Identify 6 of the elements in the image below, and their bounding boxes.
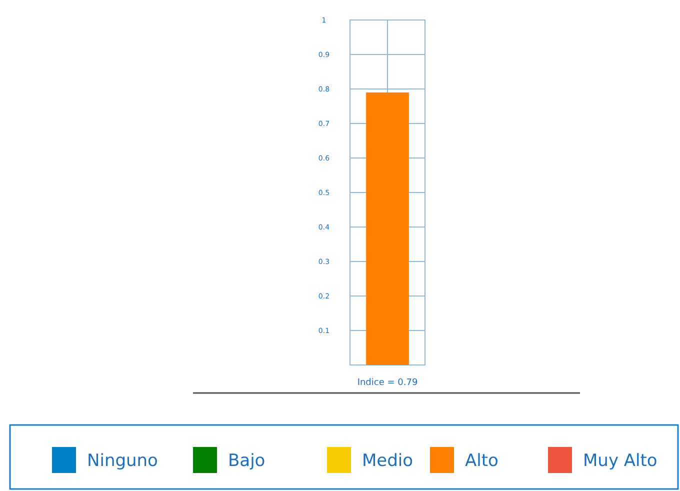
legend-label: Bajo: [228, 451, 266, 471]
legend-label: Muy Alto: [583, 451, 658, 471]
legend-label: Alto: [465, 451, 498, 471]
legend-label: Medio: [362, 451, 414, 471]
x-tick-label: Indice = 0.79: [357, 378, 418, 388]
legend-label: Ninguno: [87, 451, 158, 471]
